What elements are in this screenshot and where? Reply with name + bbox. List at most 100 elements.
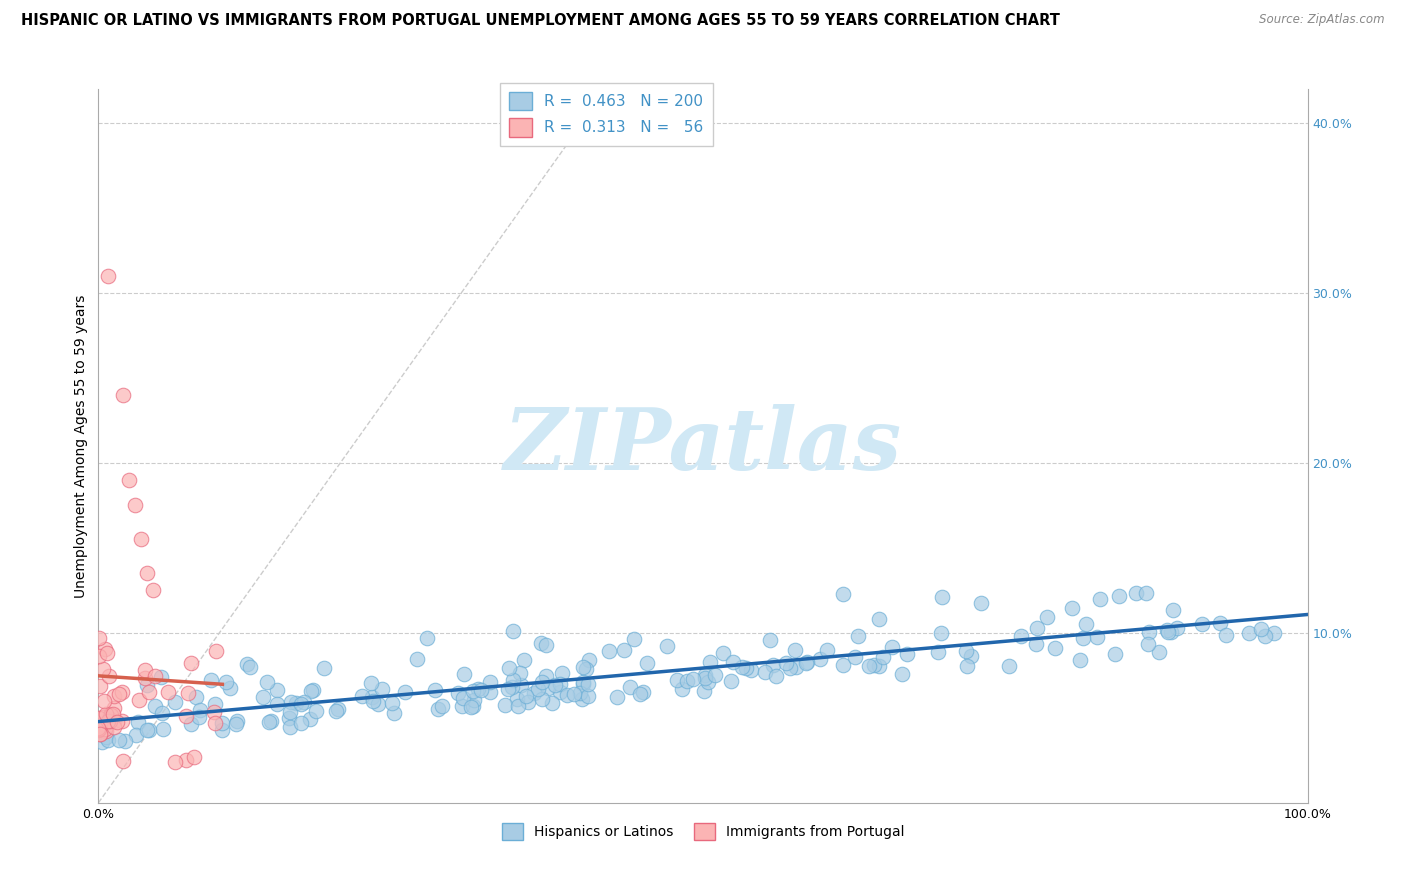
Point: [794, 656, 817, 670]
Legend: Hispanics or Latinos, Immigrants from Portugal: Hispanics or Latinos, Immigrants from Po…: [496, 818, 910, 846]
Point: [298, 712, 321, 726]
Point: [176, 708, 198, 723]
Point: [880, 640, 903, 655]
Point: [508, 699, 530, 714]
Point: [636, 657, 658, 671]
Point: [87, 722, 110, 736]
Point: [872, 650, 894, 665]
Point: [815, 643, 838, 657]
Point: [259, 714, 281, 728]
Point: [572, 660, 595, 674]
Point: [280, 720, 302, 734]
Point: [1135, 585, 1157, 599]
Point: [325, 704, 347, 718]
Point: [371, 682, 394, 697]
Point: [502, 624, 524, 639]
Point: [713, 646, 735, 660]
Text: ZIPatlas: ZIPatlas: [503, 404, 903, 488]
Point: [516, 695, 538, 709]
Point: [785, 660, 807, 674]
Point: [93, 722, 115, 736]
Point: [868, 659, 890, 673]
Point: [127, 715, 149, 730]
Point: [494, 698, 516, 713]
Point: [970, 596, 993, 610]
Point: [98, 714, 121, 729]
Point: [290, 697, 312, 711]
Point: [531, 691, 554, 706]
Point: [91, 710, 114, 724]
Point: [94, 724, 117, 739]
Point: [350, 689, 373, 703]
Point: [89, 631, 111, 645]
Point: [94, 730, 117, 744]
Point: [394, 685, 416, 699]
Point: [1137, 625, 1160, 640]
Point: [1085, 630, 1108, 644]
Point: [523, 686, 546, 700]
Point: [721, 655, 744, 669]
Point: [1076, 616, 1098, 631]
Point: [103, 690, 125, 704]
Point: [87, 722, 110, 736]
Point: [571, 691, 593, 706]
Point: [775, 656, 797, 670]
Point: [1163, 603, 1185, 617]
Point: [1149, 645, 1171, 659]
Point: [779, 661, 801, 675]
Point: [256, 674, 278, 689]
Point: [693, 671, 716, 685]
Point: [929, 625, 952, 640]
Point: [135, 566, 157, 581]
Point: [239, 660, 262, 674]
Point: [863, 658, 886, 673]
Y-axis label: Unemployment Among Ages 55 to 59 years: Unemployment Among Ages 55 to 59 years: [75, 294, 89, 598]
Point: [89, 679, 111, 693]
Point: [846, 629, 869, 643]
Point: [572, 677, 595, 691]
Point: [118, 473, 141, 487]
Point: [858, 659, 880, 673]
Point: [1069, 653, 1091, 667]
Point: [103, 714, 125, 728]
Point: [135, 723, 157, 738]
Point: [430, 699, 453, 714]
Point: [548, 685, 571, 699]
Point: [1160, 625, 1182, 640]
Point: [606, 690, 628, 705]
Point: [252, 690, 274, 705]
Point: [184, 690, 207, 705]
Point: [1108, 589, 1130, 603]
Point: [515, 689, 537, 703]
Point: [150, 670, 173, 684]
Point: [576, 677, 599, 691]
Point: [460, 700, 482, 714]
Point: [498, 661, 520, 675]
Point: [891, 667, 914, 681]
Point: [530, 674, 553, 689]
Point: [183, 749, 205, 764]
Point: [111, 714, 134, 729]
Point: [100, 712, 122, 726]
Point: [312, 661, 335, 675]
Point: [1035, 610, 1057, 624]
Point: [101, 707, 124, 722]
Point: [266, 683, 288, 698]
Point: [731, 659, 754, 673]
Point: [844, 650, 866, 665]
Point: [89, 727, 111, 741]
Point: [96, 647, 118, 661]
Point: [226, 714, 249, 728]
Point: [998, 658, 1021, 673]
Point: [89, 727, 111, 741]
Point: [143, 669, 166, 683]
Point: [568, 686, 591, 700]
Point: [526, 681, 548, 696]
Point: [294, 695, 316, 709]
Point: [1166, 621, 1188, 635]
Point: [1215, 628, 1237, 642]
Point: [105, 714, 128, 729]
Point: [628, 686, 651, 700]
Point: [1043, 641, 1066, 656]
Point: [360, 690, 382, 704]
